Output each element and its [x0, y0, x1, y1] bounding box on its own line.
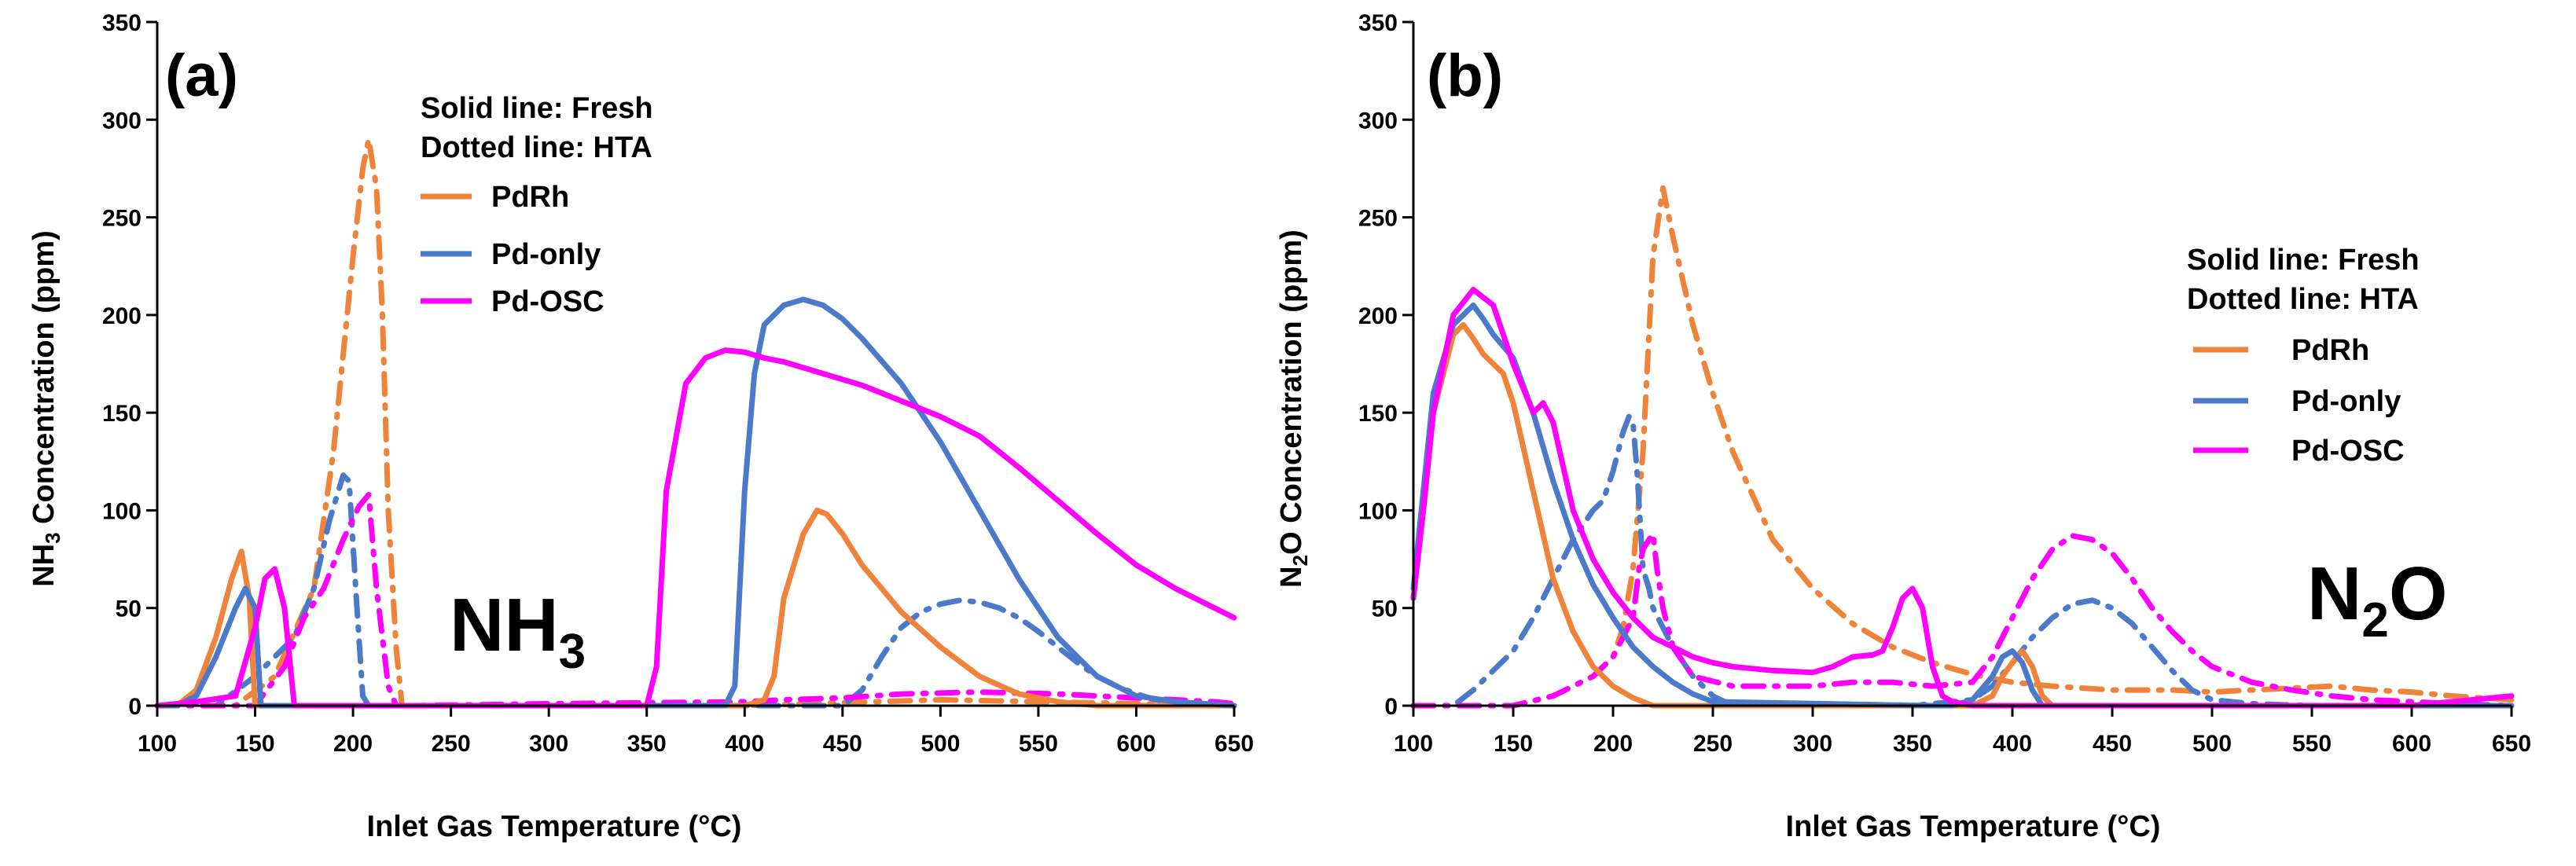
panel-letter-a: (a)	[165, 42, 238, 109]
y-tick-label-b-0: 0	[1384, 694, 1398, 720]
series-line-a-pdrh-hta	[154, 136, 1237, 709]
series-line-b-pd-osc-fresh	[1410, 287, 2515, 709]
gas-label-nh3-sub: 3	[559, 625, 586, 679]
x-tick-label-b-350: 350	[1893, 731, 1932, 757]
x-tick-label-a-400: 400	[725, 731, 764, 757]
legend-a-note-fresh: Solid line: Fresh	[421, 92, 653, 125]
legend-b-note-hta: Dotted line: HTA	[2187, 283, 2419, 316]
y-tick-label-a-100: 100	[102, 498, 141, 524]
x-tick-label-b-600: 600	[2392, 731, 2431, 757]
gas-label-n2o-sub: 2	[2361, 593, 2388, 648]
x-tick-label-b-400: 400	[1993, 731, 2032, 757]
y-tick-label-b-150: 150	[1358, 401, 1398, 427]
legend-b-label-pdrh: PdRh	[2291, 334, 2369, 367]
legend-b-note-fresh: Solid line: Fresh	[2187, 244, 2420, 277]
y-tick-label-b-50: 50	[1372, 596, 1398, 622]
y-tick-label-a-200: 200	[102, 303, 141, 329]
series-line-a-pd-only-fresh	[154, 296, 1237, 709]
series-b	[1410, 185, 2515, 709]
y-tick-label-a-50: 50	[116, 596, 141, 622]
gas-label-nh3: NH3	[450, 583, 586, 679]
y-tick-label-a-300: 300	[102, 108, 141, 134]
ticks-b: 0 50 100 150 200 250 300 350 100 150 200 250 300 350 4…	[1358, 10, 2531, 757]
x-tick-label-a-300: 300	[529, 731, 568, 757]
y-tick-label-a-350: 350	[102, 10, 141, 36]
x-tick-label-b-450: 450	[2093, 731, 2132, 757]
series-line-b-pd-only-hta	[1410, 413, 2515, 709]
axes-a	[156, 22, 1234, 707]
axes-b	[1412, 22, 2512, 707]
chart-panel-b: 0 50 100 150 200 250 300 350 100 150 200 250 300 350 4…	[1275, 10, 2531, 843]
y-axis-label-b-sub: 2	[1288, 555, 1312, 566]
ticks-a: 0 50 100 150 200 250 300 350 100 150 200 250 300 350 4…	[102, 10, 1254, 757]
y-tick-label-b-200: 200	[1358, 303, 1398, 329]
x-tick-label-b-650: 650	[2492, 731, 2531, 757]
x-tick-label-a-150: 150	[236, 731, 275, 757]
x-tick-label-a-100: 100	[138, 731, 177, 757]
legend-b-label-pd-osc: Pd-OSC	[2291, 435, 2405, 468]
legend-a-note-hta: Dotted line: HTA	[421, 131, 652, 164]
legend-a-label-pd-only: Pd-only	[491, 238, 601, 271]
legend-b-label-pd-only: Pd-only	[2291, 385, 2401, 418]
panel-letter-b: (b)	[1427, 42, 1503, 109]
gas-label-n2o-post: O	[2389, 552, 2448, 636]
y-axis-label-a-post: Concentration (ppm)	[28, 230, 61, 532]
series-line-b-pd-only-fresh	[1410, 302, 2515, 709]
x-tick-label-a-200: 200	[333, 731, 373, 757]
y-tick-label-b-100: 100	[1358, 498, 1398, 524]
x-tick-label-b-150: 150	[1494, 731, 1533, 757]
series-line-b-pd-osc-hta	[1410, 530, 2515, 709]
legend-a-label-pd-osc: Pd-OSC	[491, 285, 604, 318]
series-line-a-pdrh-fresh	[154, 507, 1237, 709]
x-tick-label-b-300: 300	[1793, 731, 1832, 757]
x-tick-label-b-100: 100	[1394, 731, 1433, 757]
y-tick-label-b-350: 350	[1358, 10, 1398, 36]
x-tick-label-a-250: 250	[432, 731, 471, 757]
x-tick-label-a-600: 600	[1116, 731, 1156, 757]
x-axis-label-a: Inlet Gas Temperature (°C)	[367, 810, 742, 843]
gas-label-n2o-main: N	[2307, 552, 2361, 636]
y-axis-label-b-post: O Concentration (ppm)	[1275, 229, 1308, 555]
chart-panel-a: 0 50 100 150 200 250 300 350 100 150 200 250 300 350 4…	[28, 10, 1254, 843]
legend-a-label-pdrh: PdRh	[491, 181, 569, 214]
y-tick-label-a-150: 150	[102, 401, 141, 427]
x-tick-label-a-450: 450	[823, 731, 862, 757]
gas-label-n2o: N2O	[2307, 552, 2447, 648]
gas-label-nh3-main: NH	[450, 583, 559, 667]
x-tick-label-b-200: 200	[1593, 731, 1633, 757]
x-tick-label-b-500: 500	[2192, 731, 2232, 757]
x-tick-label-a-650: 650	[1215, 731, 1254, 757]
x-tick-label-a-500: 500	[921, 731, 960, 757]
x-tick-label-a-350: 350	[627, 731, 667, 757]
legend-b: Solid line: Fresh Dotted line: HTA PdRh …	[2187, 244, 2420, 468]
y-axis-label-a-pre: NH	[28, 544, 61, 587]
x-axis-label-b: Inlet Gas Temperature (°C)	[1786, 810, 2161, 843]
y-axis-label-b-pre: N	[1275, 566, 1308, 587]
x-tick-label-a-550: 550	[1019, 731, 1058, 757]
y-axis-label-b: N2O Concentration (ppm)	[1275, 229, 1312, 588]
y-tick-label-a-0: 0	[128, 694, 141, 720]
y-tick-label-b-300: 300	[1358, 108, 1398, 134]
y-axis-label-a: NH3 Concentration (ppm)	[28, 230, 64, 587]
y-tick-label-b-250: 250	[1358, 206, 1398, 232]
series-line-a-pd-osc-fresh	[154, 347, 1237, 709]
legend-a: Solid line: Fresh Dotted line: HTA PdRh …	[421, 92, 653, 318]
y-tick-label-a-250: 250	[102, 206, 141, 232]
x-tick-label-b-250: 250	[1693, 731, 1733, 757]
y-axis-label-a-sub: 3	[41, 532, 64, 543]
x-tick-label-b-550: 550	[2292, 731, 2332, 757]
